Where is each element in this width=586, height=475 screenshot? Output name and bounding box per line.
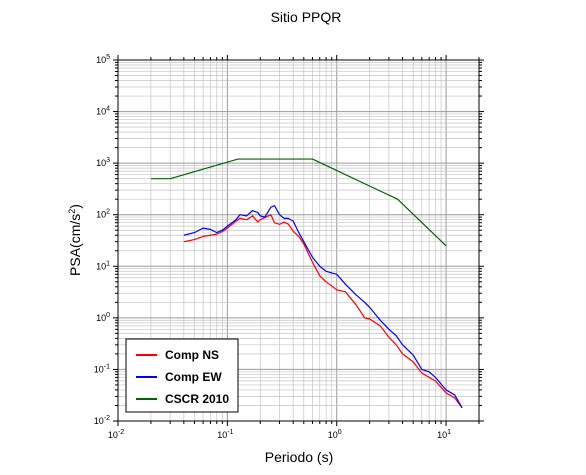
y-tick-label-base: 10 [96,210,106,220]
y-tick-label-exp: 3 [106,157,110,164]
y-tick-label-base: 10 [96,313,106,323]
x-tick-label: 100 [328,429,342,440]
legend-label-ns: Comp NS [165,348,219,362]
y-tick-label-exp: -2 [104,415,110,422]
legend: Comp NS Comp EW CSCR 2010 [125,338,239,413]
y-tick-label-base: 10 [94,364,104,374]
y-tick-label-base: 10 [96,261,106,271]
x-tick-label-base: 10 [437,430,447,440]
plot-frame [117,59,480,422]
y-tick-label-exp: 1 [106,260,110,267]
y-axis-label-close: ) [67,204,83,209]
x-tick-label-exp: 1 [447,429,451,436]
chart-title: Sitio PPQR [271,9,342,25]
x-tick-label: 10-1 [217,429,233,440]
x-tick-label: 10-2 [108,429,124,440]
series-line-cscr-2010 [150,158,447,247]
y-tick-label: 101 [96,260,110,271]
legend-label-ew: Comp EW [165,370,222,384]
x-tick-labels: 10-2 10-1 100 101 [108,429,451,440]
y-tick-label: 10-2 [94,415,110,426]
y-tick-label-exp: 4 [106,106,110,113]
x-axis-label: Periodo (s) [265,449,333,465]
legend-label-cscr: CSCR 2010 [165,392,229,406]
x-tick-label-base: 10 [328,430,338,440]
y-tick-label: 103 [96,157,110,168]
x-tick-label-exp: -2 [118,429,124,436]
y-tick-label: 102 [96,209,110,220]
y-tick-label: 100 [96,312,110,323]
y-tick-label: 10-1 [94,363,110,374]
y-axis-label-main: PSA(cm/s [67,214,83,276]
y-tick-label-exp: 5 [106,54,110,61]
y-axis-label: PSA(cm/s2) [67,204,83,276]
y-tick-label: 104 [96,106,110,117]
y-tick-label-base: 10 [96,158,106,168]
y-tick-label-exp: 0 [106,312,110,319]
y-tick-label-exp: 2 [106,209,110,216]
x-tick-label-base: 10 [217,430,227,440]
y-tick-label: 105 [96,54,110,65]
x-tick-label-exp: 0 [338,429,342,436]
ticks [113,55,484,426]
series [150,158,463,409]
y-tick-label-exp: -1 [104,363,110,370]
x-tick-label-base: 10 [108,430,118,440]
y-axis-label-sup: 2 [67,209,77,214]
series-line-comp-ew [183,205,463,409]
series-line-comp-ns [183,214,463,409]
x-tick-label-exp: -1 [227,429,233,436]
y-tick-label-base: 10 [96,55,106,65]
y-tick-label-base: 10 [94,416,104,426]
x-tick-label: 101 [437,429,451,440]
y-tick-label-base: 10 [96,107,106,117]
